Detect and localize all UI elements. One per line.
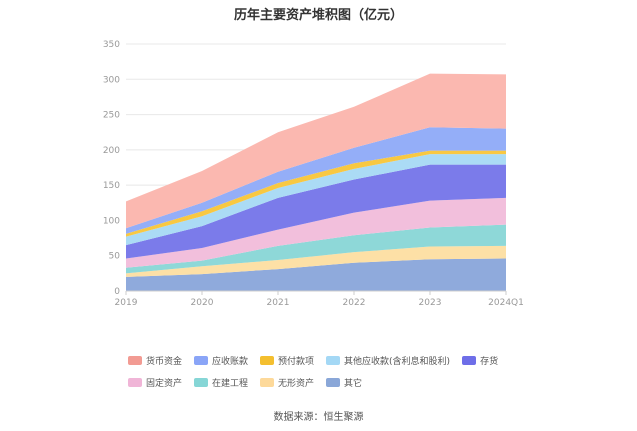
y-tick-label: 150: [103, 181, 120, 191]
legend-swatch: [260, 378, 275, 387]
y-tick-label: 100: [103, 216, 120, 226]
area-series-9: [126, 73, 506, 229]
area-series-1: [126, 258, 506, 291]
area-series: [126, 73, 506, 291]
data-source: 数据来源：恒生聚源: [273, 412, 364, 423]
legend-row-2: 固定资产 在建工程 无形资产 其它: [128, 376, 518, 389]
legend-label: 固定资产: [146, 379, 183, 389]
y-tick-label: 50: [109, 252, 121, 262]
legend-row-1: 货币资金 应收账款 预付款项 其他应收款(含利息和股利) 存货: [128, 354, 518, 367]
legend-item[interactable]: 在建工程: [194, 376, 248, 389]
legend-label: 存货: [480, 357, 499, 367]
x-tick-label: 2023: [419, 298, 442, 308]
legend-swatch: [326, 378, 341, 387]
y-tick-label: 350: [103, 40, 120, 50]
legend-item[interactable]: 应收账款: [194, 354, 248, 367]
legend-item[interactable]: 货币资金: [128, 354, 182, 367]
legend: 货币资金 应收账款 预付款项 其他应收款(含利息和股利) 存货 固定资产 在建工程 无形资产…: [128, 354, 518, 398]
area-series-5: [126, 164, 506, 259]
legend-swatch: [128, 378, 142, 387]
x-tick-label: 2019: [115, 298, 138, 308]
legend-swatch: [194, 378, 209, 387]
legend-label: 货币资金: [146, 357, 183, 367]
legend-label: 其他应收款(含利息和股利): [344, 357, 451, 367]
legend-item[interactable]: 预付款项: [260, 354, 314, 367]
area-series-2: [126, 245, 506, 277]
legend-item[interactable]: 其他应收款(含利息和股利): [326, 354, 450, 367]
area-series-3: [126, 224, 506, 274]
legend-label: 在建工程: [212, 379, 249, 389]
x-tick-label: 2021: [267, 298, 290, 308]
area-series-8: [126, 127, 506, 234]
legend-item[interactable]: 存货: [462, 354, 498, 367]
x-tick-label: 2022: [343, 298, 366, 308]
legend-item[interactable]: 无形资产: [260, 376, 314, 389]
chart-title: 历年主要资产堆积图（亿元）: [233, 8, 403, 23]
legend-label: 其它: [344, 379, 363, 389]
y-tick-label: 300: [103, 75, 120, 85]
axes: 0 50 100 150 200 250 300 350 2019 2020 2021 2022 202…: [103, 40, 524, 308]
area-series-6: [126, 154, 506, 246]
y-tick-label: 0: [114, 287, 120, 297]
y-tick-label: 200: [103, 146, 120, 156]
legend-swatch: [194, 356, 209, 365]
legend-swatch: [326, 356, 341, 365]
x-tick-label: 2024Q1: [488, 298, 524, 308]
y-tick-label: 250: [103, 111, 120, 121]
legend-label: 无形资产: [278, 379, 315, 389]
legend-item[interactable]: 其它: [326, 376, 362, 389]
legend-swatch: [128, 356, 142, 365]
legend-label: 应收账款: [212, 357, 249, 367]
area-series-4: [126, 197, 506, 268]
legend-swatch: [462, 356, 477, 365]
x-tick-label: 2020: [191, 298, 214, 308]
legend-item[interactable]: 固定资产: [128, 376, 182, 389]
legend-swatch: [260, 356, 275, 365]
legend-label: 预付款项: [278, 357, 315, 367]
